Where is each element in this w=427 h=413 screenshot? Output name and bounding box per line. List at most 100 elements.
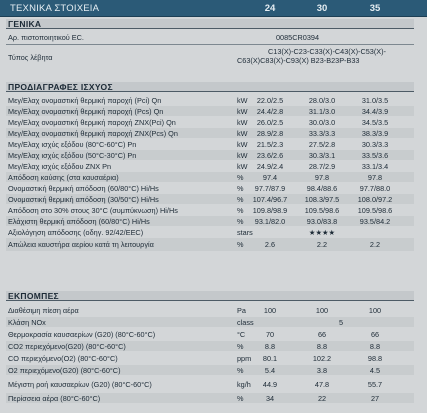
row-label: Κλάση NOx <box>8 318 46 327</box>
value-30: 97.8 <box>314 173 330 182</box>
value-24: 23.6/2.6 <box>256 151 284 160</box>
value-30: 33.3/3.3 <box>308 129 336 138</box>
section-emissions-title: ΕΚΠΟΜΠΕΣ <box>8 291 59 301</box>
value-30: 100 <box>315 306 329 315</box>
value-24: 2.6 <box>264 240 276 249</box>
divider <box>6 44 414 45</box>
header-col-30: 30 <box>316 3 328 14</box>
value-24: 22.0/2.5 <box>256 96 284 105</box>
row-label: Απόδοση καύσης (στα καυσαέρια) <box>8 173 119 182</box>
table-row: Ονομαστική θερμική απόδοση (60/80°C) Hi/… <box>6 183 414 193</box>
value-35: 109.5/98.6 <box>357 206 393 215</box>
value-35: 27 <box>370 394 380 403</box>
value-35: 34.5/3.5 <box>361 118 389 127</box>
section-general: ΓΕΝΙΚΑ <box>6 19 414 29</box>
value-24: 93.1/82.0 <box>254 217 286 226</box>
row-label: Διαθέσιμη πίεση αέρα <box>8 306 79 315</box>
row-label: Μεγ/Ελαχ ισχύς εξόδου (50°C-30°C) Pn <box>8 151 137 160</box>
section-emissions: ΕΚΠΟΜΠΕΣ <box>6 291 414 301</box>
section-general-title: ΓΕΝΙΚΑ <box>8 19 42 29</box>
row-unit: % <box>237 206 244 215</box>
value-35: 31.0/3.5 <box>361 96 389 105</box>
row-label: Μεγ/Ελαχ ισχύς εξόδου (80°C-60°C) Pn <box>8 140 137 149</box>
value-30: 47.8 <box>314 380 330 389</box>
header-col-24: 24 <box>264 3 276 14</box>
table-row: Κλάση NOx class 5 <box>6 317 414 327</box>
table-row: Απόδοση στο 30% στους 30°C (συμπύκνωση) … <box>6 205 414 215</box>
value-35: 55.7 <box>367 380 383 389</box>
row-unit: % <box>237 173 244 182</box>
value-30: 108.3/97.5 <box>304 195 340 204</box>
table-row: Μεγ/Ελαχ ισχύς εξόδου ZNX Pn kW 24.9/2.4 28… <box>6 161 414 171</box>
row-unit: % <box>237 195 244 204</box>
value-35: 38.3/3.9 <box>361 129 389 138</box>
value-30: 66 <box>317 330 327 339</box>
value-24: 21.5/2.3 <box>256 140 284 149</box>
boiler-type-row: Τύπος λέβητα C13(X)-C23-C33(X)-C43(X)-C5… <box>6 47 414 67</box>
table-row: O2 περιεχόμενο(G20) (80°C-60°C)% 5.4 3.8 4.… <box>6 365 414 375</box>
value-35: 34.4/3.9 <box>361 107 389 116</box>
value-35: 33.5/3.6 <box>361 151 389 160</box>
value-35: 97.7/88.0 <box>359 184 391 193</box>
row-unit: kW <box>237 118 248 127</box>
value-30: 30.3/3.1 <box>308 151 336 160</box>
row-label: Μεγ/Ελαχ ονομαστική θερμική παροχή ZNX(P… <box>8 129 178 138</box>
row-label: Απώλεια καυστήρα αερίου κατά τη λειτουργ… <box>8 240 154 249</box>
table-row: Θερμοκρασία καυσαερίων (G20) (80°C-60°C)… <box>6 329 414 339</box>
row-label: Θερμοκρασία καυσαερίων (G20) (80°C-60°C) <box>8 330 156 339</box>
row-unit: % <box>237 240 244 249</box>
value-30: 98.4/88.6 <box>306 184 338 193</box>
value-24: 8.8 <box>264 342 276 351</box>
row-unit: kW <box>237 140 248 149</box>
value-35: 108.0/97.2 <box>357 195 393 204</box>
value-24: 44.9 <box>262 380 278 389</box>
section-performance-title: ΠΡΟΔΙΑΓΡΑΦΕΣ ΙΣΧΥΟΣ <box>8 82 113 92</box>
header-bar: ΤΕΧΝΙΚΑ ΣΤΟΙΧΕΙΑ 24 30 35 <box>0 0 427 17</box>
table-row: Διαθέσιμη πίεση αέρα Pa 100 100 100 <box>6 305 414 315</box>
row-label: Μέγιστη ροή καυσαερίων (G20) (80°C-60°C) <box>8 380 152 389</box>
table-row: Απόδοση καύσης (στα καυσαέρια)% 97.4 97.8 9… <box>6 172 414 182</box>
cert-value: 0085CR0394 <box>276 33 320 42</box>
row-label: Απόδοση στο 30% στους 30°C (συμπύκνωση) … <box>8 206 178 215</box>
table-row: Περίσσεια αέρα (80°C-60°C)% 34 22 27 <box>6 393 414 403</box>
row-unit: ppm <box>237 354 252 363</box>
row-unit: kW <box>237 151 248 160</box>
row-unit: kW <box>237 129 248 138</box>
value-24: 34 <box>265 394 275 403</box>
value-24: 100 <box>263 306 277 315</box>
row-unit: % <box>237 217 244 226</box>
header-col-35: 35 <box>369 3 381 14</box>
header-title: ΤΕΧΝΙΚΑ ΣΤΟΙΧΕΙΑ <box>10 3 100 14</box>
nox-class-value: 5 <box>338 318 344 327</box>
value-30: 22 <box>317 394 327 403</box>
cert-row: Αρ. πιστοποιητικού EC. 0085CR0394 <box>6 33 414 43</box>
value-30: 3.8 <box>316 366 328 375</box>
table-row: Μεγ/Ελαχ ονομαστική θερμική παροχή (Pci)… <box>6 95 414 105</box>
value-24: 70 <box>265 330 275 339</box>
row-unit: % <box>237 394 244 403</box>
row-unit: % <box>237 366 244 375</box>
row-label: Περίσσεια αέρα (80°C-60°C) <box>8 394 101 403</box>
value-24: 24.9/2.4 <box>256 162 284 171</box>
value-30: 8.8 <box>316 342 328 351</box>
value-24: 80.1 <box>262 354 278 363</box>
value-30: 30.0/3.0 <box>308 118 336 127</box>
row-label: Ονομαστική θερμική απόδοση (60/80°C) Hi/… <box>8 184 159 193</box>
row-unit: stars <box>237 228 253 237</box>
value-30: 27.5/2.8 <box>308 140 336 149</box>
row-label: Μεγ/Ελαχ ισχύς εξόδου ZNX Pn <box>8 162 112 171</box>
value-35: 30.3/3.3 <box>361 140 389 149</box>
row-label: Αξιολόγηση απόδοσης (οδηγ. 92/42/EEC) <box>8 228 144 237</box>
table-row: Αξιολόγηση απόδοσης (οδηγ. 92/42/EEC) sta… <box>6 227 414 237</box>
row-label: Μεγ/Ελαχ ονομαστική θερμική παροχή ZNX(P… <box>8 118 176 127</box>
value-24: 97.4 <box>262 173 278 182</box>
boiler-type-value-line-2: C63(X)C83(X)-C93(X) B23-B23P-B33 <box>237 56 360 65</box>
value-35: 33.1/3.4 <box>361 162 389 171</box>
boiler-type-value-line-1: C13(X)-C23-C33(X)-C43(X)-C53(X)- <box>268 47 386 56</box>
section-performance: ΠΡΟΔΙΑΓΡΑΦΕΣ ΙΣΧΥΟΣ <box>6 82 414 92</box>
value-30: 31.1/3.0 <box>308 107 336 116</box>
row-unit: kW <box>237 96 248 105</box>
star-rating: ★★★★ <box>308 228 336 237</box>
value-30: 102.2 <box>312 354 332 363</box>
row-unit: class <box>237 318 254 327</box>
